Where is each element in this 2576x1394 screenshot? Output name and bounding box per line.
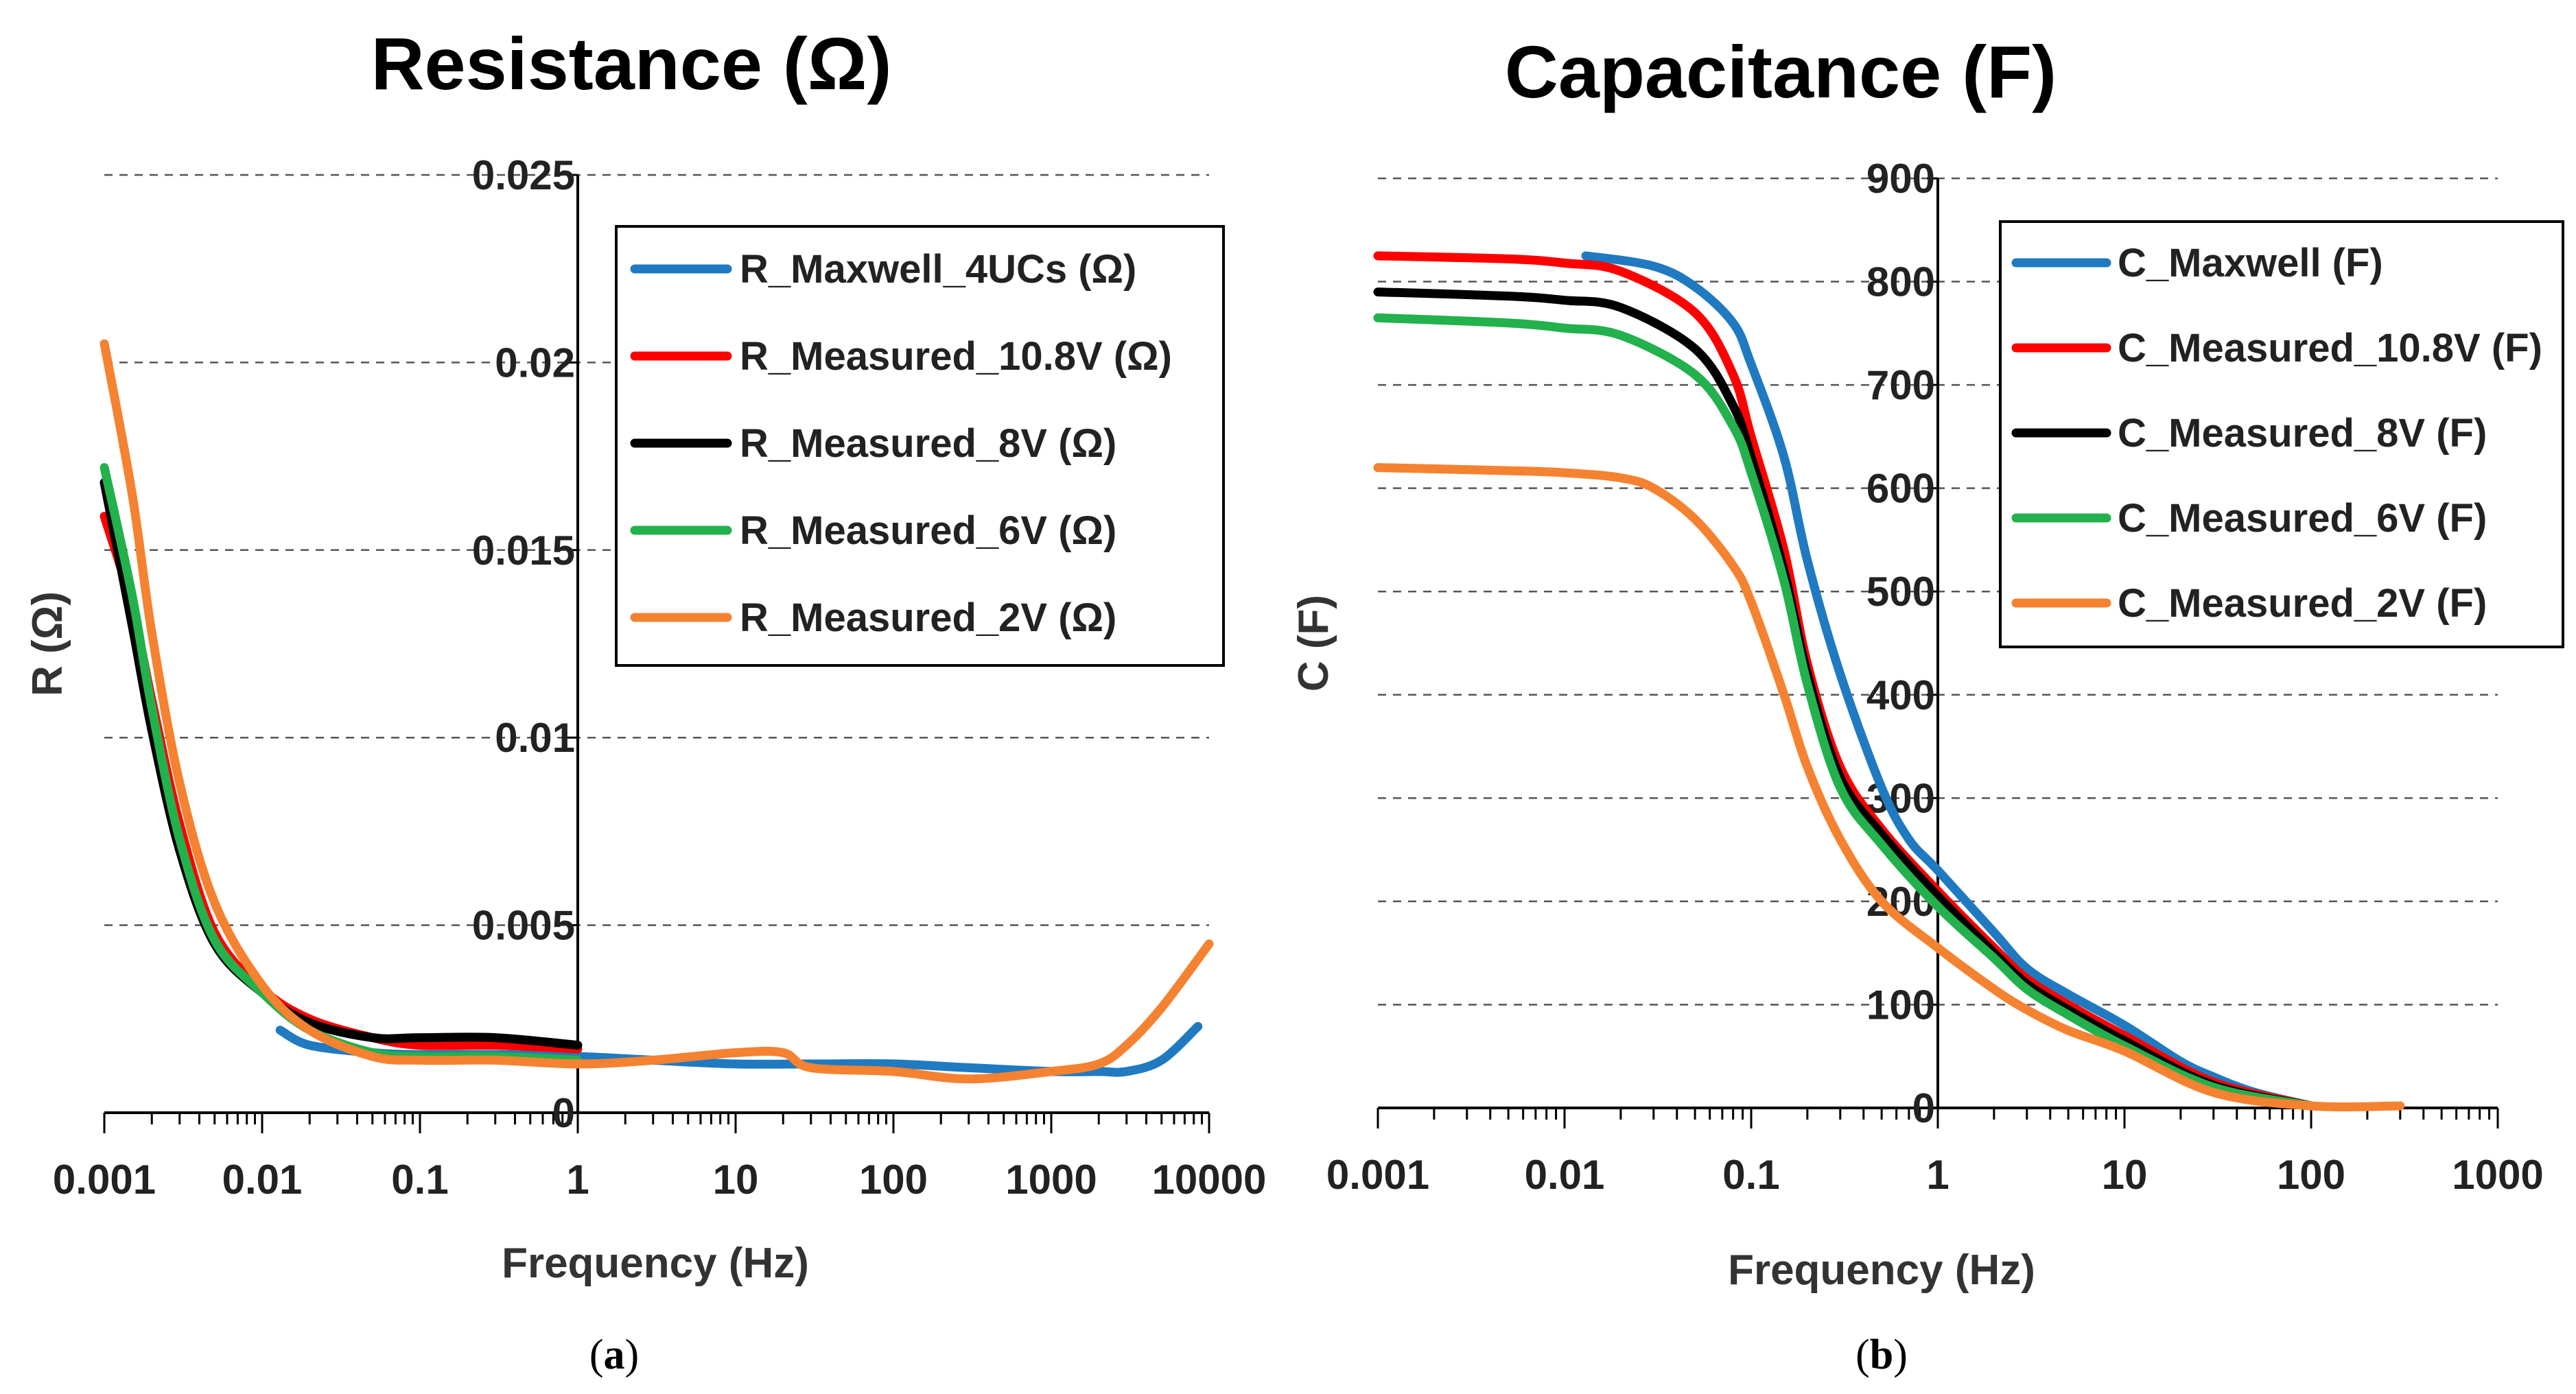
series-line-4 <box>1373 463 2405 1111</box>
chart-a: Resistance (Ω) 0.001 0.01 0.1 1 10 100 1000 1000… <box>24 22 1266 1378</box>
legend-label: R_Maxwell_4UCs (Ω) <box>740 247 1136 292</box>
caption-paren: ) <box>1893 1332 1908 1378</box>
x-tick-label: 100 <box>859 1157 928 1203</box>
x-tick-label: 0.001 <box>53 1157 156 1203</box>
x-axis-label: Frequency (Hz) <box>1728 1247 2035 1294</box>
legend-label: C_Measured_2V (F) <box>2118 581 2487 626</box>
y-tick-label: 0.025 <box>472 152 575 198</box>
legend-label: C_Maxwell (F) <box>2118 241 2383 285</box>
chart-b: Capacitance (F) 0.001 0.01 0.1 1 10 100 1000 0 10… <box>1290 30 2564 1378</box>
legend: R_Maxwell_4UCs (Ω) R_Measured_10.8V (Ω) R_… <box>615 225 1225 667</box>
x-tick-label: 0.01 <box>222 1157 303 1203</box>
x-tick-label: 0.01 <box>1525 1152 1605 1198</box>
x-axis-label: Frequency (Hz) <box>502 1240 809 1287</box>
legend-label: R_Measured_10.8V (Ω) <box>740 334 1172 379</box>
y-tick-label: 0.01 <box>495 715 575 761</box>
chart-title: Capacitance (F) <box>1505 30 2057 113</box>
x-tick-label: 1 <box>566 1157 589 1203</box>
x-tick-label: 10000 <box>1152 1157 1267 1203</box>
x-tick-label: 10 <box>713 1157 759 1203</box>
x-tick-label: 0.001 <box>1326 1152 1429 1198</box>
y-tick-label: 0.02 <box>495 340 575 386</box>
y-tick-label: 0.005 <box>472 903 575 949</box>
caption-letter: a <box>604 1332 625 1378</box>
legend: C_Maxwell (F) C_Measured_10.8V (F) C_Measu… <box>1999 220 2564 648</box>
caption-paren: ( <box>1855 1332 1870 1378</box>
y-tick-label: 500 <box>1866 569 1935 615</box>
legend-label: R_Measured_8V (Ω) <box>740 421 1116 466</box>
y-tick-label: 0.015 <box>472 528 575 574</box>
legend-label: R_Measured_2V (Ω) <box>740 595 1116 640</box>
x-tick-label: 1 <box>1926 1152 1949 1198</box>
y-axis-label: C (F) <box>1290 595 1337 692</box>
caption-letter: b <box>1870 1332 1893 1378</box>
caption: (b) <box>1855 1332 1908 1378</box>
caption-paren: ( <box>589 1332 604 1378</box>
legend-label: R_Measured_6V (Ω) <box>740 508 1116 553</box>
y-tick-label: 100 <box>1866 982 1935 1028</box>
y-tick-label: 400 <box>1866 672 1935 718</box>
x-tick-label: 1000 <box>1005 1157 1097 1203</box>
x-tick-label: 1000 <box>2452 1152 2543 1198</box>
caption: (a) <box>589 1332 639 1378</box>
x-tick-label: 100 <box>2277 1152 2345 1198</box>
y-tick-label: 600 <box>1866 466 1935 512</box>
legend-label: C_Measured_8V (F) <box>2118 411 2487 456</box>
caption-paren: ) <box>625 1332 640 1378</box>
x-tick-label: 0.1 <box>391 1157 448 1203</box>
x-tick-label: 10 <box>2102 1152 2148 1198</box>
series-line-0 <box>1581 251 2316 1111</box>
chart-title: Resistance (Ω) <box>371 22 892 105</box>
y-tick-label: 0 <box>552 1090 575 1136</box>
y-tick-label: 700 <box>1866 362 1935 408</box>
y-tick-label: 900 <box>1866 156 1935 202</box>
series-line-4 <box>99 339 1214 1084</box>
legend-label: C_Measured_6V (F) <box>2118 496 2487 541</box>
x-tick-label: 0.1 <box>1722 1152 1779 1198</box>
series-line-3 <box>1373 313 2316 1111</box>
y-axis-label: R (Ω) <box>24 591 71 696</box>
legend-label: C_Measured_10.8V (F) <box>2118 326 2542 370</box>
y-tick-label: 800 <box>1866 259 1935 305</box>
y-tick-label: 0 <box>1912 1085 1935 1131</box>
